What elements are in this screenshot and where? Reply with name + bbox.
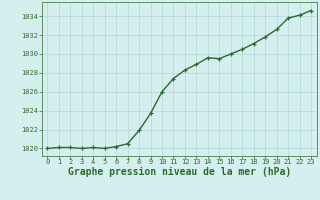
X-axis label: Graphe pression niveau de la mer (hPa): Graphe pression niveau de la mer (hPa)	[68, 167, 291, 177]
